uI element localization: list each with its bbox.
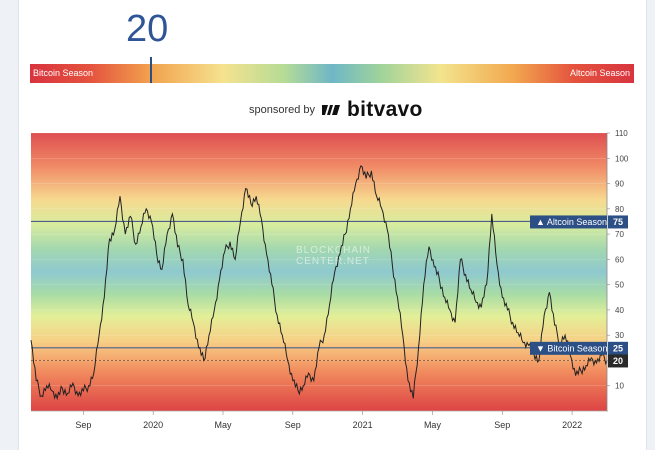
y-ticks: 10 20 30 40 50 60 70 80 90 100 110	[607, 129, 629, 391]
y-tick-label: 40	[615, 306, 624, 315]
current-value-box	[608, 354, 628, 368]
threshold-value-label: 25	[613, 343, 623, 353]
threshold-tag-box	[530, 215, 607, 229]
x-tick-label: Sep	[494, 420, 510, 430]
x-tick-label: May	[424, 420, 442, 430]
sponsor-prefix: sponsored by	[249, 104, 316, 116]
x-tick-label: 2021	[353, 420, 373, 430]
y-tick-label: 110	[615, 129, 628, 138]
threshold-tag-label: ▲ Altcoin Season	[536, 217, 607, 227]
season-gradient-bar: Bitcoin Season Altcoin Season	[30, 64, 634, 83]
index-marker	[150, 57, 152, 83]
altcoin-index-value: 20	[126, 8, 169, 50]
bitcoin-season-label: Bitcoin Season	[33, 68, 94, 78]
bitvavo-logo-icon	[321, 102, 341, 118]
altcoin-season-label: Altcoin Season	[569, 68, 630, 78]
x-tick-label: 2022	[562, 420, 582, 430]
x-axis-band	[31, 411, 607, 432]
threshold-value-box	[608, 341, 628, 355]
y-tick-label: 70	[615, 230, 624, 239]
threshold-tag-box	[530, 341, 607, 355]
y-tick-label: 90	[615, 180, 624, 189]
watermark-line-2: CENTER.NET	[296, 256, 370, 267]
sponsor-brand: bitvavo	[347, 98, 423, 121]
current-value-tag: 20	[608, 354, 628, 368]
x-tick-label: May	[214, 420, 232, 430]
y-tick-label: 50	[615, 281, 624, 290]
current-value-label: 20	[613, 356, 623, 366]
series-line	[30, 165, 608, 401]
y-tick-label: 60	[615, 255, 624, 264]
y-tick-label: 100	[615, 154, 629, 163]
watermark-line-1: BLOCKCHAIN	[296, 245, 371, 256]
y-tick-label: 10	[615, 382, 624, 391]
threshold-tag: ▲ Altcoin Season 75	[530, 215, 628, 229]
x-tick-label: 2020	[143, 420, 163, 430]
x-ticks: Sep 2020 May Sep 2021 May Sep 2022	[75, 411, 582, 430]
watermark: BLOCKCHAIN CENTER.NET	[296, 245, 371, 267]
y-tick-label: 30	[615, 331, 624, 340]
sponsor-banner[interactable]: sponsored by bitvavo	[249, 98, 423, 122]
threshold-tag-label: ▼ Bitcoin Season	[536, 343, 607, 353]
y-tick-label: 80	[615, 205, 624, 214]
x-tick-label: Sep	[285, 420, 301, 430]
threshold-tag: ▼ Bitcoin Season 25	[530, 341, 628, 355]
threshold-value-box	[608, 215, 628, 229]
threshold-value-label: 75	[613, 217, 623, 227]
plot-background	[31, 133, 607, 411]
threshold-tags: ▲ Altcoin Season 75 ▼ Bitcoin Season 25	[530, 215, 628, 355]
x-tick-label: Sep	[75, 420, 91, 430]
